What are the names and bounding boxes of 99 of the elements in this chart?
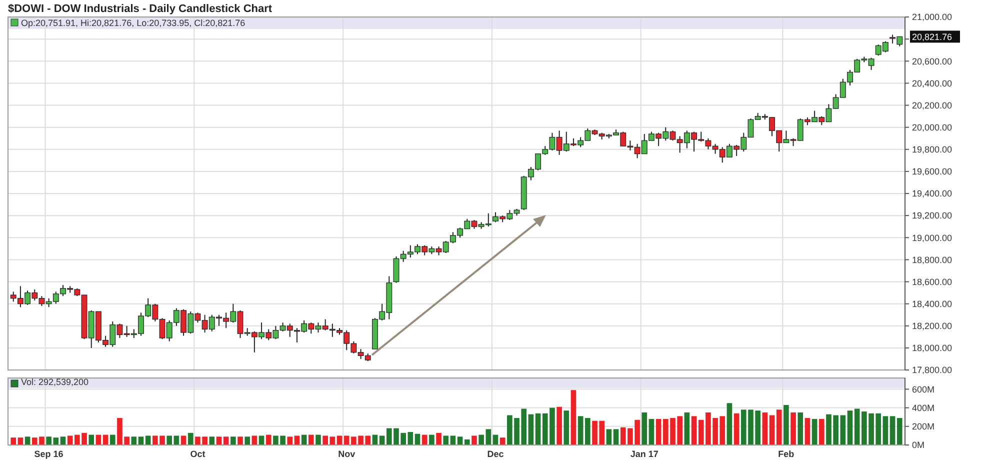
y-tick-label: 400M: [912, 402, 935, 413]
bar: [230, 436, 236, 445]
bar: [762, 412, 768, 445]
bar: [464, 439, 470, 445]
bar: [188, 432, 194, 445]
bar: [472, 436, 477, 445]
bar: [60, 436, 66, 445]
bar: [450, 436, 456, 445]
chart-title: $DOWI - DOW Industrials - Daily Candlestick Chart: [8, 3, 272, 15]
x-tick-label: Oct: [190, 449, 206, 459]
y-tick-label: 21,000.00: [912, 12, 952, 22]
bar: [252, 436, 258, 445]
bar: [209, 436, 215, 445]
bar: [556, 406, 562, 445]
bar: [379, 436, 385, 445]
bar: [790, 412, 796, 445]
annotation: Vol: 292,539,200: [21, 377, 89, 387]
annotation: Op:20,751.91, Hi:20,821.76, Lo:20,733.95, Cl:20,821.76: [21, 18, 246, 28]
bar: [174, 436, 180, 445]
bar: [238, 436, 243, 445]
y-tick-label: 19,600.00: [912, 166, 952, 177]
bar: [322, 436, 328, 445]
bar: [570, 390, 576, 445]
y-tick-label: 20,000.00: [912, 122, 952, 132]
bar: [656, 418, 662, 445]
y-tick-label: 19,000.00: [912, 232, 952, 243]
bar: [457, 436, 463, 445]
bar: [88, 434, 94, 445]
bar: [818, 418, 824, 445]
bar: [691, 416, 697, 445]
bar: [726, 403, 732, 445]
bar: [613, 429, 619, 445]
bar: [847, 410, 853, 445]
bar: [266, 434, 272, 445]
x-tick-label: Feb: [778, 449, 795, 459]
bar: [890, 416, 896, 445]
bar: [564, 410, 570, 445]
x-tick-label: Sep 16: [34, 449, 64, 459]
bar: [216, 436, 222, 445]
y-tick-label: 18,800.00: [912, 254, 952, 265]
bar: [258, 436, 264, 445]
bar: [316, 434, 321, 445]
bar: [166, 436, 172, 445]
bar: [606, 429, 612, 445]
bar: [734, 413, 740, 445]
y-tick-label: 20,400.00: [912, 78, 952, 88]
bar: [336, 436, 342, 445]
y-tick-label: 17,800.00: [912, 365, 952, 376]
bar: [776, 410, 782, 445]
text: 20,821.76: [912, 32, 952, 42]
bar: [436, 432, 442, 445]
bar: [110, 434, 116, 445]
bar: [422, 434, 428, 445]
bar: [67, 436, 73, 445]
bar: [294, 436, 300, 445]
bar: [330, 436, 336, 445]
bar: [648, 418, 654, 445]
bar: [769, 415, 775, 445]
bar: [443, 436, 449, 445]
y-tick-label: 19,200.00: [912, 210, 952, 221]
bar: [131, 436, 137, 445]
bar: [244, 436, 250, 445]
bar: [684, 412, 690, 445]
bar: [408, 432, 414, 445]
y-tick-label: 18,000.00: [912, 343, 952, 354]
bar: [535, 413, 541, 445]
y-tick-label: 18,200.00: [912, 321, 952, 332]
bar: [528, 414, 534, 445]
bar: [896, 418, 902, 445]
bar: [882, 416, 888, 445]
bar: [784, 404, 789, 445]
bar: [145, 436, 151, 445]
x-tick-label: Nov: [338, 449, 356, 459]
bar: [798, 412, 804, 445]
bar: [10, 438, 16, 445]
bar: [812, 418, 818, 445]
bar: [223, 436, 229, 445]
bar: [138, 436, 144, 445]
y-tick-label: 18,600.00: [912, 276, 952, 287]
bar: [24, 436, 30, 445]
y-tick-label: 0M: [912, 440, 925, 450]
bar: [585, 418, 590, 445]
y-tick-label: 18,400.00: [912, 298, 952, 309]
y-tick-label: 600M: [912, 384, 935, 394]
bar: [578, 416, 584, 445]
x-tick-label: Jan 17: [630, 449, 658, 459]
bar: [840, 415, 846, 445]
bar: [287, 436, 293, 445]
bar: [180, 436, 186, 445]
bar: [642, 412, 648, 445]
y-tick-label: 20,200.00: [912, 100, 952, 110]
y-tick-label: 20,600.00: [912, 56, 952, 66]
y-tick-label: 19,800.00: [912, 144, 952, 155]
y-tick-label: 19,400.00: [912, 188, 952, 199]
bar: [804, 418, 810, 445]
bar: [308, 434, 314, 445]
x-tick-label: Dec: [487, 449, 504, 459]
bar: [429, 434, 434, 445]
y-tick-label: 200M: [912, 422, 935, 432]
